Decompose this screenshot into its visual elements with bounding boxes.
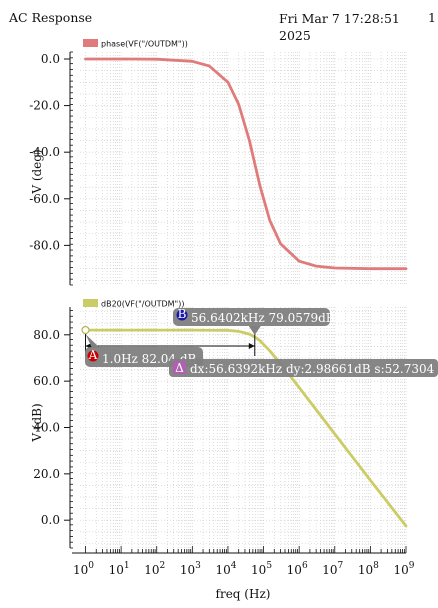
y-tick-label: 60.0 xyxy=(33,374,60,388)
y-tick-label: 40.0 xyxy=(33,421,60,435)
y-tick-label: -60.0 xyxy=(29,192,60,206)
x-tick-label: 107 xyxy=(322,561,343,577)
delta-badge xyxy=(173,361,186,374)
marker-a-id: A xyxy=(88,348,98,362)
delta-arrowhead-right xyxy=(248,343,255,349)
series-line xyxy=(84,57,408,271)
panel-db: 80.0 60.0 40.0 20.0 0.0 V (dB) dB20(VF("/OUTDM… xyxy=(30,299,438,601)
x-tick-label: 100 xyxy=(73,561,94,577)
legend-swatch xyxy=(83,39,98,47)
timestamp: Fri Mar 7 17:28:51 2025 xyxy=(279,10,419,44)
delta-label-bg xyxy=(169,359,438,377)
x-tick-label: 105 xyxy=(251,561,272,577)
x-tick-label: 109 xyxy=(393,561,414,577)
x-axis-title: freq (Hz) xyxy=(216,587,271,601)
timestamp-line-2: 2025 xyxy=(279,28,311,43)
legend-swatch xyxy=(83,299,98,307)
marker-b-label-bg xyxy=(173,308,330,326)
marker-b-id: B xyxy=(178,307,187,321)
marker-a-pointer xyxy=(85,334,100,348)
y-axis-title: V (deg) xyxy=(30,149,44,194)
panel-phase: 0.0 -20.0 -40.0 -60.0 -80.0 V (deg) phase(VF("… xyxy=(29,39,408,286)
x-tick-label: 108 xyxy=(358,561,379,577)
marker-a-point xyxy=(81,325,90,335)
marker-b-badge xyxy=(176,309,188,321)
x-tick-label: 104 xyxy=(215,561,236,577)
x-tick-label: 102 xyxy=(144,561,165,577)
y-axis-title: V (dB) xyxy=(30,403,44,442)
delta-label: dx:56.6392kHz dy:2.98661dB s:52.7304 xyxy=(190,362,435,376)
y-tick-label: 0.0 xyxy=(41,52,60,66)
page-number: 1 xyxy=(428,10,436,25)
x-tick-label: 106 xyxy=(287,561,308,577)
y-tick-label: -20.0 xyxy=(29,99,60,113)
y-tick-label: -40.0 xyxy=(29,145,60,159)
timestamp-line-1: Fri Mar 7 17:28:51 xyxy=(279,11,400,26)
y-tick-label: 20.0 xyxy=(33,467,60,481)
x-tick-label: 101 xyxy=(109,561,130,577)
y-tick-label: 80.0 xyxy=(33,328,60,342)
legend-label: dB20(VF("/OUTDM")) xyxy=(101,300,184,309)
page-title: AC Response xyxy=(9,10,93,25)
y-tick-label: -80.0 xyxy=(29,238,60,252)
marker-b-label: 56.6402kHz 79.0579dB xyxy=(191,311,335,325)
delta-symbol: Δ xyxy=(175,361,184,375)
legend-label: phase(VF("/OUTDM")) xyxy=(101,40,188,49)
y-tick-label: 0.0 xyxy=(41,513,60,527)
marker-b-pointer xyxy=(248,326,261,335)
x-tick-label: 103 xyxy=(180,561,201,577)
marker-a-badge xyxy=(87,350,99,362)
